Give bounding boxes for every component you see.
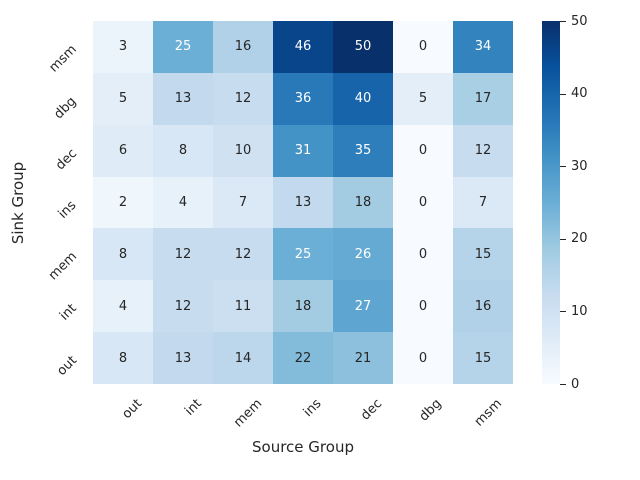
colorbar-tick-mark xyxy=(560,93,566,95)
heatmap-cell: 21 xyxy=(333,332,393,384)
y-tick-label: dbg xyxy=(51,93,80,123)
heatmap-cell: 0 xyxy=(393,332,453,384)
heatmap-cell: 16 xyxy=(213,21,273,73)
y-tick-label: int xyxy=(57,301,80,324)
heatmap-cell: 25 xyxy=(153,21,213,73)
heatmap-cell: 25 xyxy=(273,228,333,281)
heatmap-cell: 10 xyxy=(213,124,273,177)
heatmap-cell: 3 xyxy=(93,21,153,73)
heatmap-cell: 4 xyxy=(93,280,153,333)
y-tick-label: msm xyxy=(46,42,80,76)
heatmap-cell: 0 xyxy=(393,228,453,281)
heatmap-cell: 12 xyxy=(213,72,273,125)
colorbar xyxy=(542,21,560,384)
x-tick-label: int xyxy=(182,396,205,419)
colorbar-tick-mark xyxy=(560,21,566,22)
heatmap-cell: 6 xyxy=(93,124,153,177)
heatmap-cell: 18 xyxy=(333,176,393,229)
heatmap-cell: 26 xyxy=(333,228,393,281)
heatmap-cell: 8 xyxy=(93,228,153,281)
heatmap-cell: 31 xyxy=(273,124,333,177)
heatmap-cell: 36 xyxy=(273,72,333,125)
heatmap-cell: 13 xyxy=(153,72,213,125)
colorbar-tick-mark xyxy=(560,238,566,240)
heatmap-cell: 50 xyxy=(333,21,393,73)
heatmap-cell: 7 xyxy=(213,176,273,229)
colorbar-tick-label: 40 xyxy=(571,86,588,102)
heatmap-cell: 12 xyxy=(453,124,513,177)
y-tick-label: out xyxy=(54,353,80,379)
heatmap-cell: 8 xyxy=(93,332,153,384)
heatmap-cell: 4 xyxy=(153,176,213,229)
heatmap-cell: 0 xyxy=(393,176,453,229)
heatmap-cell: 13 xyxy=(273,176,333,229)
heatmap-cell: 22 xyxy=(273,332,333,384)
heatmap-cell: 0 xyxy=(393,21,453,73)
heatmap-cell: 46 xyxy=(273,21,333,73)
y-tick-label: mem xyxy=(45,249,80,284)
colorbar-tick-label: 30 xyxy=(571,158,588,174)
heatmap-cell: 35 xyxy=(333,124,393,177)
heatmap-cell: 15 xyxy=(453,228,513,281)
heatmap-grid: 3 25 16 46 50 0 34 5 13 12 36 40 5 17 6 8 10 31 35 0 12 2 4 7 13… xyxy=(93,21,513,384)
heatmap-cell: 17 xyxy=(453,72,513,125)
heatmap-cell: 40 xyxy=(333,72,393,125)
heatmap-cell: 11 xyxy=(213,280,273,333)
x-tick-label: out xyxy=(119,396,145,422)
heatmap-cell: 5 xyxy=(393,72,453,125)
y-tick-label: dec xyxy=(52,145,80,173)
heatmap-cell: 34 xyxy=(453,21,513,73)
heatmap-cell: 14 xyxy=(213,332,273,384)
heatmap-cell: 8 xyxy=(153,124,213,177)
colorbar-tick-mark xyxy=(560,166,566,168)
heatmap-cell: 7 xyxy=(453,176,513,229)
heatmap-cell: 18 xyxy=(273,280,333,333)
x-tick-label: mem xyxy=(230,396,265,431)
heatmap-cell: 12 xyxy=(153,228,213,281)
heatmap-cell: 5 xyxy=(93,72,153,125)
heatmap-cell: 0 xyxy=(393,280,453,333)
x-tick-label: msm xyxy=(471,396,505,430)
heatmap-cell: 27 xyxy=(333,280,393,333)
colorbar-tick-label: 0 xyxy=(571,376,580,392)
colorbar-tick-label: 20 xyxy=(571,231,588,247)
x-tick-label: dec xyxy=(357,396,385,424)
x-tick-label: dbg xyxy=(416,396,445,425)
heatmap-cell: 12 xyxy=(153,280,213,333)
colorbar-tick-label: 50 xyxy=(571,13,588,29)
heatmap-cell: 12 xyxy=(213,228,273,281)
colorbar-tick-label: 10 xyxy=(571,303,588,319)
y-tick-label: ins xyxy=(55,197,80,222)
y-axis-label: Sink Group xyxy=(9,161,27,245)
x-tick-label: ins xyxy=(301,396,325,421)
heatmap-cell: 13 xyxy=(153,332,213,384)
heatmap-cell: 2 xyxy=(93,176,153,229)
heatmap-cell: 0 xyxy=(393,124,453,177)
heatmap-cell: 16 xyxy=(453,280,513,333)
x-axis-label: Source Group xyxy=(252,438,354,456)
colorbar-tick-mark xyxy=(560,311,566,313)
colorbar-tick-mark xyxy=(560,384,566,385)
heatmap-cell: 15 xyxy=(453,332,513,384)
